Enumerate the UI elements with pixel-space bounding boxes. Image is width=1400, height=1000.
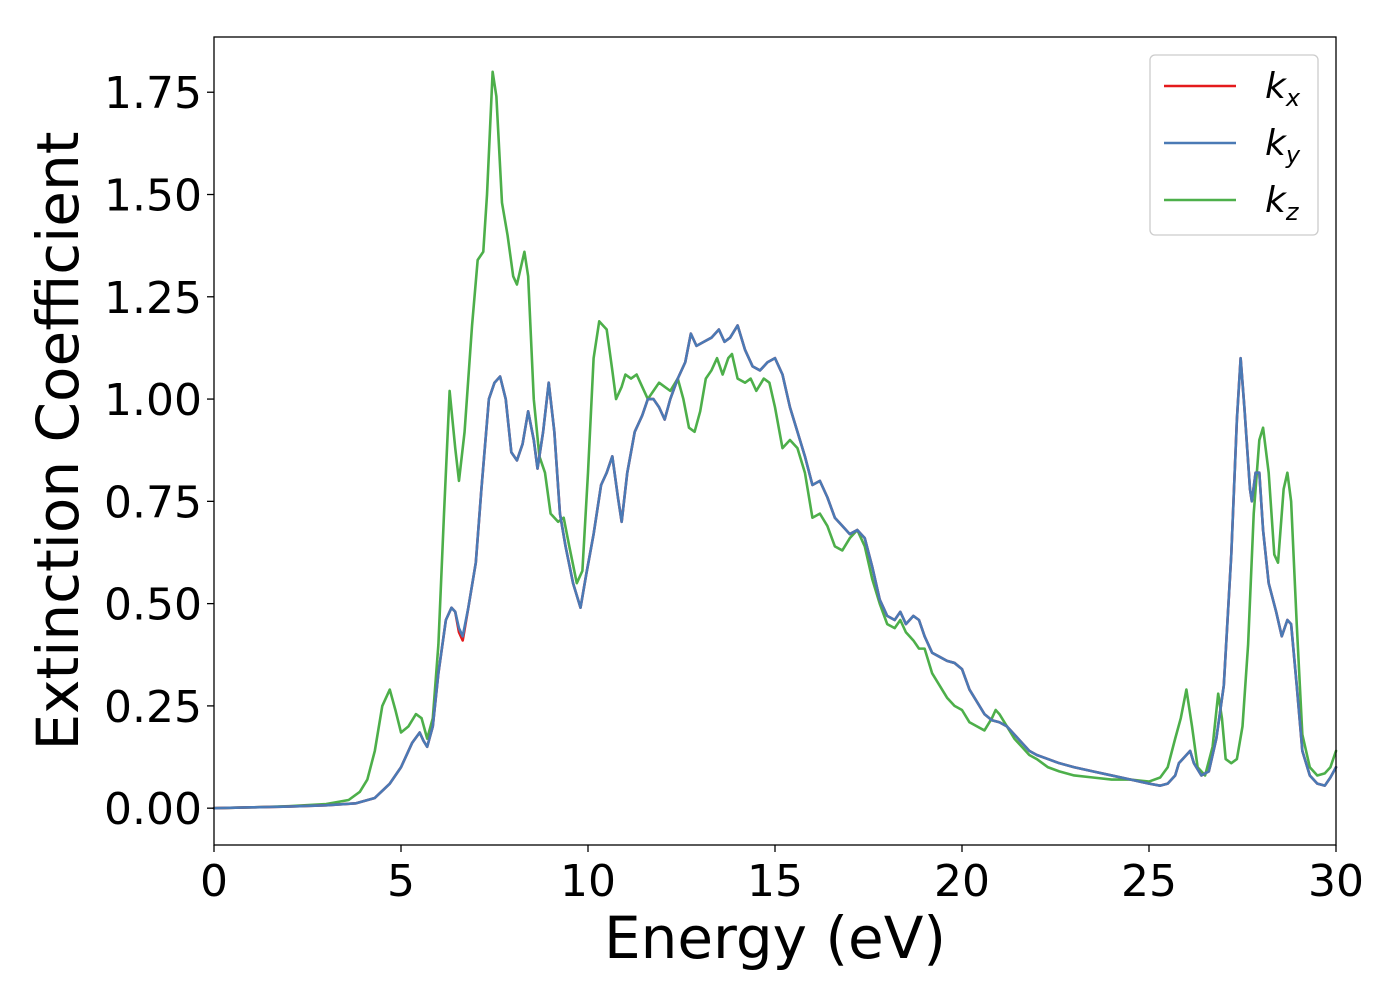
plot-lines [212, 70, 1338, 810]
y-axis-ticks: 0.00 0.25 0.50 0.75 1.00 1.25 1.50 1.75 [104, 68, 214, 835]
x-tick-label: 5 [387, 856, 415, 907]
y-tick-label: 1.50 [104, 171, 202, 222]
series-line-z [212, 70, 1338, 810]
x-tick-label: 15 [747, 856, 803, 907]
y-tick-label: 1.75 [104, 68, 202, 119]
y-tick-label: 0.75 [104, 477, 202, 528]
y-tick-label: 0.25 [104, 682, 202, 733]
y-tick-label: 0.50 [104, 580, 202, 631]
x-tick-label: 30 [1308, 856, 1364, 907]
y-tick-label: 1.00 [104, 375, 202, 426]
x-tick-label: 25 [1121, 856, 1177, 907]
y-axis-title: Extinction Coefficient [24, 132, 92, 751]
y-tick-label: 0.00 [104, 784, 202, 835]
x-tick-label: 0 [200, 856, 228, 907]
y-tick-label: 1.25 [104, 273, 202, 324]
x-axis-ticks: 0 5 10 15 20 25 30 [200, 845, 1364, 907]
x-tick-label: 20 [934, 856, 990, 907]
legend-box [1149, 54, 1319, 236]
series-line-y [212, 324, 1338, 810]
x-axis-title: Energy (eV) [604, 904, 946, 972]
x-tick-label: 10 [560, 856, 616, 907]
